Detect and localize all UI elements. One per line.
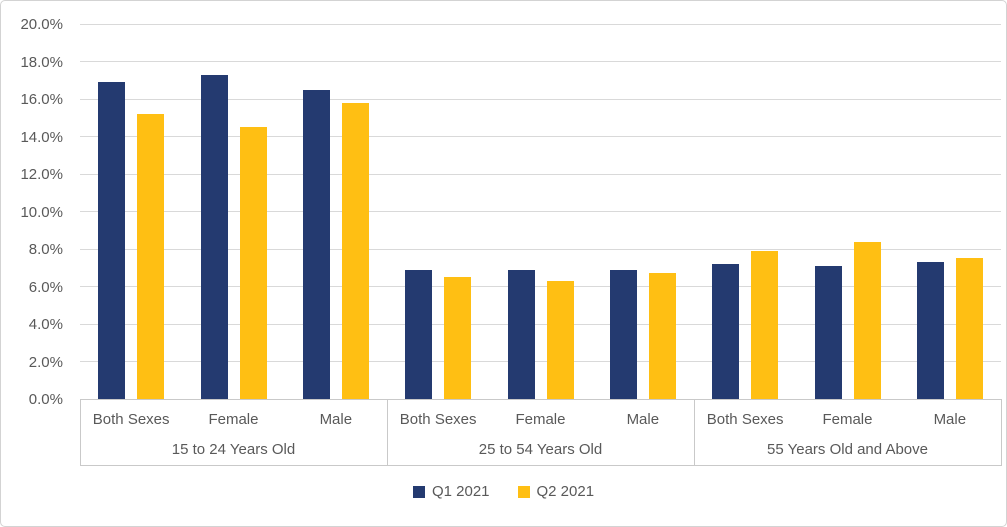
category-separator-line (694, 399, 695, 465)
group-label: 25 to 54 Years Old (478, 441, 603, 458)
y-axis-tick-label: 16.0% (20, 91, 63, 108)
category-label: Both Sexes (92, 411, 170, 428)
y-axis-tick-label: 2.0% (28, 353, 63, 371)
gridline (80, 361, 1001, 362)
legend-label-q1: Q1 2021 (431, 483, 490, 500)
y-axis-tick-label: 8.0% (28, 241, 63, 258)
gridline (80, 136, 1001, 137)
category-label: Female (208, 411, 259, 428)
category-label: Male (626, 411, 660, 428)
bar-q2-2021-25-to-54-years-old-both-sexes (444, 277, 472, 399)
category-label: Female (822, 411, 873, 428)
bar-q1-2021-15-to-24-years-old-female (200, 74, 228, 399)
bar-q2-2021-55-years-old-and-above-female (853, 241, 881, 399)
bar-q2-2021-15-to-24-years-old-female (239, 127, 267, 399)
gridline (80, 286, 1001, 287)
bar-q2-2021-55-years-old-and-above-both-sexes (751, 250, 779, 399)
gridline (80, 211, 1001, 212)
legend-item-q1-2021: Q1 2021 (412, 483, 490, 500)
bar-q2-2021-25-to-54-years-old-male (648, 273, 676, 399)
bar-q2-2021-15-to-24-years-old-both-sexes (137, 114, 165, 399)
category-label: Male (319, 411, 353, 428)
bar-q2-2021-15-to-24-years-old-male (341, 102, 369, 399)
gridline (80, 323, 1001, 325)
bar-q1-2021-25-to-54-years-old-both-sexes (405, 269, 433, 399)
bar-q1-2021-55-years-old-and-above-both-sexes (712, 264, 740, 399)
y-axis-tick-label: 10.0% (20, 203, 63, 221)
category-label: Female (515, 411, 566, 428)
bar-q2-2021-25-to-54-years-old-female (546, 280, 574, 399)
group-label: 55 Years Old and Above (767, 441, 928, 458)
gridline (80, 173, 1001, 175)
gridline (80, 23, 1001, 25)
legend-label-q2: Q2 2021 (536, 483, 595, 500)
category-label: Male (933, 411, 967, 428)
gridline (80, 248, 1001, 250)
category-label: Both Sexes (706, 411, 784, 428)
bar-q1-2021-25-to-54-years-old-male (609, 269, 637, 399)
category-separator-line (1001, 399, 1002, 465)
bar-q1-2021-55-years-old-and-above-male (916, 262, 944, 399)
y-axis-tick-label: 18.0% (20, 53, 63, 71)
y-axis-tick-label: 12.0% (20, 166, 63, 183)
legend: Q1 2021 Q2 2021 (1, 483, 1006, 500)
gridline (80, 61, 1001, 62)
bar-q1-2021-15-to-24-years-old-both-sexes (98, 82, 126, 399)
y-axis-tick-label: 6.0% (28, 278, 63, 296)
legend-item-q2-2021: Q2 2021 (517, 483, 595, 500)
bar-q1-2021-15-to-24-years-old-male (302, 89, 330, 399)
category-separator-line (80, 399, 81, 465)
bar-q1-2021-25-to-54-years-old-female (507, 269, 535, 399)
q1-2021-swatch-icon (412, 485, 425, 498)
x-axis-line (80, 399, 1002, 400)
y-axis-tick-label: 0.0% (28, 391, 63, 408)
bar-q2-2021-55-years-old-and-above-male (955, 258, 983, 399)
gridline (80, 98, 1001, 100)
category-label: Both Sexes (399, 411, 477, 428)
category-box-bottom-line (80, 465, 1002, 466)
y-axis-tick-label: 4.0% (28, 316, 63, 333)
group-label: 15 to 24 Years Old (171, 441, 296, 458)
q2-2021-swatch-icon (517, 485, 530, 498)
category-separator-line (387, 399, 388, 465)
y-axis-tick-label: 14.0% (20, 128, 63, 146)
y-axis-tick-label: 20.0% (20, 16, 63, 33)
bar-q1-2021-55-years-old-and-above-female (814, 265, 842, 399)
